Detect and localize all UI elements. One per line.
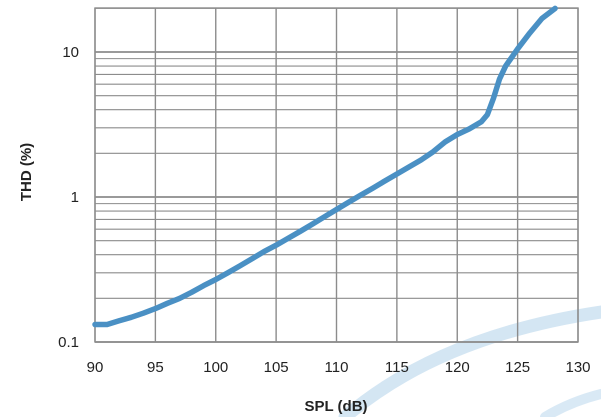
x-tick-label: 125 [505,359,530,376]
y-tick-label: 10 [62,44,79,61]
x-tick-label: 105 [264,359,289,376]
x-tick-label: 90 [87,359,104,376]
x-tick-label: 110 [325,359,349,376]
y-tick-label: 1 [71,189,79,206]
swoosh-arc [338,305,601,417]
series-line-0 [92,5,558,328]
y-tick-label: 0.1 [58,334,79,351]
decorative-swoosh [338,305,601,417]
x-axis-title: SPL (dB) [304,398,367,415]
x-tick-label: 130 [565,359,590,376]
swoosh-arc-small [540,389,601,417]
y-axis-title: THD (%) [18,143,35,201]
plot-frame [94,7,579,343]
grid [94,7,579,343]
x-tick-label: 120 [445,359,470,376]
series-layer [92,5,558,328]
x-tick-label: 95 [147,359,164,376]
x-tick-label: 100 [203,359,228,376]
x-tick-label: 115 [385,359,409,376]
